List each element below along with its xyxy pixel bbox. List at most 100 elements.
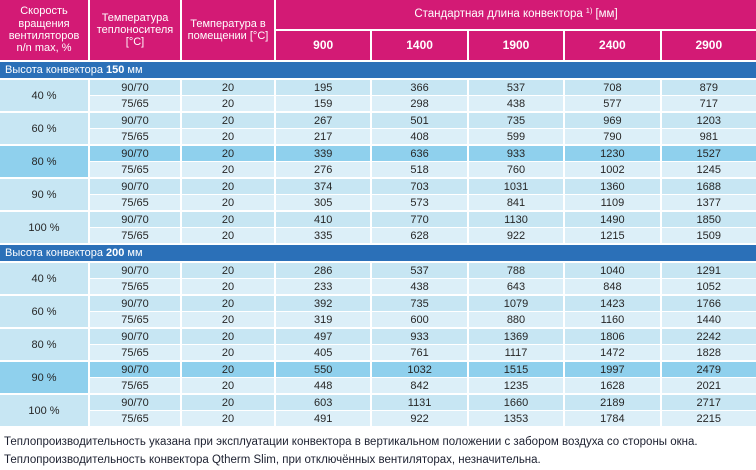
value-cell: 760 (468, 162, 564, 177)
header-length-2400: 2400 (565, 31, 660, 60)
room-temp-cell: 20 (182, 411, 274, 426)
value-cell: 1130 (468, 212, 564, 227)
value-cell: 1688 (661, 179, 756, 194)
header-fan-speed: Скорость вращения вентиляторов n/n max, … (0, 0, 88, 60)
room-temp-cell: 20 (182, 378, 274, 393)
value-cell: 933 (372, 329, 467, 344)
room-temp-cell: 20 (182, 113, 274, 128)
value-cell: 217 (276, 129, 371, 144)
value-cell: 600 (372, 312, 467, 327)
room-temp-cell: 20 (182, 80, 274, 95)
value-cell: 636 (372, 146, 467, 161)
room-temp-cell: 20 (182, 129, 274, 144)
value-cell: 841 (468, 195, 564, 210)
supply-temp-cell: 75/65 (90, 195, 180, 210)
supply-temp-cell: 75/65 (90, 129, 180, 144)
value-cell: 1440 (661, 312, 756, 327)
value-cell: 1002 (565, 162, 660, 177)
value-cell: 298 (372, 96, 467, 111)
footnote-marker: 1) (585, 6, 593, 16)
speed-group: 80 % 90/70 20 497 933 1369 1806 2242 75/65 20 405 7… (0, 329, 756, 360)
footnote-2: Теплопроизводительность конвектора Qther… (4, 453, 541, 466)
value-cell: 537 (372, 263, 467, 278)
value-cell: 1215 (565, 228, 660, 243)
room-temp-cell: 20 (182, 395, 274, 410)
supply-temp-cell: 90/70 (90, 296, 180, 311)
room-temp-cell: 20 (182, 312, 274, 327)
section-title-prefix: Высота конвектора (5, 247, 104, 259)
room-temp-cell: 20 (182, 212, 274, 227)
value-cell: 410 (276, 212, 371, 227)
value-cell: 1806 (565, 329, 660, 344)
speed-cell: 60 % (0, 113, 88, 144)
section-title-unit: мм (127, 247, 143, 259)
speed-cell: 100 % (0, 395, 88, 426)
value-cell: 405 (276, 345, 371, 360)
section-header: Высота конвектора 200 мм (0, 245, 756, 261)
value-cell: 518 (372, 162, 467, 177)
value-cell: 267 (276, 113, 371, 128)
value-cell: 599 (468, 129, 564, 144)
value-cell: 392 (276, 296, 371, 311)
value-cell: 2021 (661, 378, 756, 393)
value-cell: 1117 (468, 345, 564, 360)
room-temp-cell: 20 (182, 345, 274, 360)
value-cell: 735 (468, 113, 564, 128)
header-length-1400: 1400 (372, 31, 467, 60)
value-cell: 276 (276, 162, 371, 177)
header-length-1900: 1900 (468, 31, 564, 60)
value-cell: 1031 (468, 179, 564, 194)
table-header: Скорость вращения вентиляторов n/n max, … (0, 0, 756, 60)
supply-temp-cell: 90/70 (90, 146, 180, 161)
room-temp-cell: 20 (182, 362, 274, 377)
value-cell: 1032 (372, 362, 467, 377)
value-cell: 981 (661, 129, 756, 144)
value-cell: 735 (372, 296, 467, 311)
value-cell: 922 (372, 411, 467, 426)
value-cell: 643 (468, 279, 564, 294)
value-cell: 922 (468, 228, 564, 243)
supply-temp-cell: 90/70 (90, 395, 180, 410)
value-cell: 1040 (565, 263, 660, 278)
value-cell: 1353 (468, 411, 564, 426)
value-cell: 1052 (661, 279, 756, 294)
value-cell: 1628 (565, 378, 660, 393)
value-cell: 286 (276, 263, 371, 278)
value-cell: 717 (661, 96, 756, 111)
value-cell: 408 (372, 129, 467, 144)
value-cell: 1360 (565, 179, 660, 194)
value-cell: 501 (372, 113, 467, 128)
value-cell: 1203 (661, 113, 756, 128)
value-cell: 788 (468, 263, 564, 278)
room-temp-cell: 20 (182, 279, 274, 294)
supply-temp-cell: 75/65 (90, 162, 180, 177)
supply-temp-cell: 90/70 (90, 329, 180, 344)
value-cell: 491 (276, 411, 371, 426)
value-cell: 879 (661, 80, 756, 95)
value-cell: 2189 (565, 395, 660, 410)
value-cell: 2215 (661, 411, 756, 426)
value-cell: 1509 (661, 228, 756, 243)
value-cell: 933 (468, 146, 564, 161)
value-cell: 233 (276, 279, 371, 294)
value-cell: 1472 (565, 345, 660, 360)
value-cell: 366 (372, 80, 467, 95)
supply-temp-cell: 75/65 (90, 312, 180, 327)
speed-group: 100 % 90/70 20 410 770 1130 1490 1850 75/65 20 335… (0, 212, 756, 243)
speed-cell: 60 % (0, 296, 88, 327)
value-cell: 1245 (661, 162, 756, 177)
speed-group: 90 % 90/70 20 550 1032 1515 1997 2479 75/65 20 448… (0, 362, 756, 393)
value-cell: 790 (565, 129, 660, 144)
value-cell: 1660 (468, 395, 564, 410)
room-temp-cell: 20 (182, 162, 274, 177)
section-title-value: 200 (106, 247, 125, 259)
value-cell: 1490 (565, 212, 660, 227)
section-title-prefix: Высота конвектора (5, 64, 104, 76)
value-cell: 2242 (661, 329, 756, 344)
room-temp-cell: 20 (182, 179, 274, 194)
room-temp-cell: 20 (182, 96, 274, 111)
value-cell: 1230 (565, 146, 660, 161)
value-cell: 438 (372, 279, 467, 294)
value-cell: 1515 (468, 362, 564, 377)
room-temp-cell: 20 (182, 146, 274, 161)
